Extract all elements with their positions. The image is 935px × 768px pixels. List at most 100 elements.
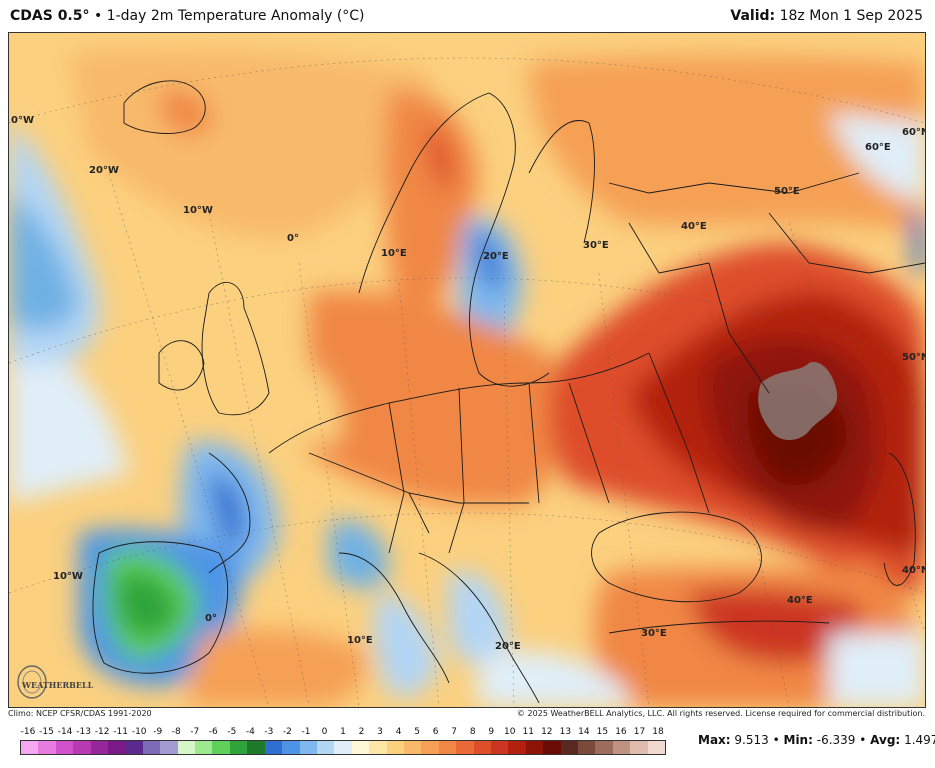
degree-sign: ° [82, 8, 90, 24]
colorbar-tick-label: -2 [282, 727, 292, 737]
colorbar: -16 -15 -14 -13 -12 -11 -10 -9 -8 -7 -6 -5 -4 -3 -2 -1 0… [20, 727, 666, 759]
colorbar-swatch [560, 741, 578, 754]
avg-label: Avg: [870, 733, 901, 747]
colorbar-tick-label: -11 [113, 727, 128, 737]
map-canvas: 0°W 20°W 10°W 0° 10°E 20°E 30°E 40°E 50°… [9, 33, 925, 707]
lat-label-50n: 50°N [902, 352, 925, 363]
valid-time: Valid: 18z Mon 1 Sep 2025 [730, 8, 923, 24]
colorbar-swatch [195, 741, 213, 754]
colorbar-tick-label: -8 [171, 727, 181, 737]
colorbar-swatch [108, 741, 126, 754]
lon-label-0w: 0°W [11, 115, 34, 126]
climo-note: Climo: NCEP CFSR/CDAS 1991-2020 [8, 709, 152, 718]
lon-label-20e-bottom: 20°E [495, 641, 521, 652]
colorbar-swatch [543, 741, 561, 754]
lon-label-50e: 50°E [774, 186, 800, 197]
anomaly-map[interactable]: 0°W 20°W 10°W 0° 10°E 20°E 30°E 40°E 50°… [8, 32, 926, 708]
colorbar-swatch [142, 741, 161, 754]
lon-label-30e: 30°E [583, 240, 609, 251]
colorbar-swatch [473, 741, 491, 754]
lon-label-10w-bottom: 10°W [53, 571, 83, 582]
colorbar-tick-label: 15 [596, 727, 609, 737]
lon-label-40e-bottom: 40°E [787, 595, 813, 606]
valid-time-value: 18z Mon 1 Sep 2025 [779, 8, 923, 24]
colorbar-tick-label: -3 [264, 727, 274, 737]
stats-sep-1: • [772, 733, 780, 747]
colorbar-swatch [334, 741, 352, 754]
colorbar-swatch [578, 741, 596, 754]
colorbar-swatch [386, 741, 404, 754]
colorbar-tick-label: -4 [245, 727, 255, 737]
borders [92, 80, 925, 704]
lon-label-0: 0° [287, 233, 299, 244]
colorbar-swatch [421, 741, 439, 754]
colorbar-tick-label: -1 [301, 727, 311, 737]
graticule [9, 57, 925, 707]
colorbar-swatch [316, 741, 335, 754]
lon-label-40e-top: 40°E [681, 221, 707, 232]
colorbar-tick-label: 10 [504, 727, 516, 737]
min-value: -6.339 [816, 733, 856, 747]
colorbar-swatch [369, 741, 387, 754]
colorbar-tick-label: -14 [57, 727, 73, 737]
colorbar-tick-label: 8 [469, 727, 476, 737]
colorbar-swatch [55, 741, 74, 754]
colorbar-swatch [351, 741, 370, 754]
colorbar-swatch [525, 741, 544, 754]
colorbar-tick-label: 16 [615, 727, 627, 737]
colorbar-tick-label: 17 [633, 727, 646, 737]
colorbar-swatch [490, 741, 509, 754]
colorbar-tick-label: -13 [76, 727, 91, 737]
colorbar-tick-label: -12 [94, 727, 110, 737]
colorbar-swatch [438, 741, 457, 754]
product-name: CDAS 0.5 [10, 8, 83, 24]
colorbar-swatch [21, 741, 39, 754]
colorbar-tick-labels: -16 -15 -14 -13 -12 -11 -10 -9 -8 -7 -6 -5 -4 -3 -2 -1 0… [20, 727, 666, 739]
colorbar-tick-label: 1 [340, 727, 346, 737]
colorbar-swatch [73, 741, 91, 754]
colorbar-swatch [264, 741, 283, 754]
colorbar-tick-label: 5 [414, 727, 420, 737]
colorbar-swatch [177, 741, 196, 754]
colorbar-tick-label: 11 [522, 727, 535, 737]
colorbar-swatch [90, 741, 109, 754]
avg-value: 1.497 [904, 733, 935, 747]
colorbar-tick-label: 14 [578, 727, 590, 737]
colorbar-tick-label: -7 [190, 727, 200, 737]
colorbar-tick-label: 2 [358, 727, 365, 737]
lon-label-10w: 10°W [183, 205, 213, 216]
colorbar-swatch [403, 741, 422, 754]
colorbar-swatch [299, 741, 317, 754]
title-bullet: • [93, 8, 103, 24]
colorbar-swatch [595, 741, 613, 754]
lon-label-10e: 10°E [381, 248, 407, 259]
colorbar-swatch [282, 741, 300, 754]
lat-label-40n: 40°N [902, 565, 925, 576]
lon-label-10e-bottom: 10°E [347, 635, 373, 646]
colorbar-swatch [612, 741, 631, 754]
lon-label-30e-bottom: 30°E [641, 628, 667, 639]
colorbar-swatch [647, 741, 666, 754]
map-description: 1-day 2m Temperature Anomaly (°C) [106, 8, 365, 24]
lat-label-60n: 60°N [902, 127, 925, 138]
colorbar-tick-label: 6 [432, 727, 439, 737]
min-label: Min: [783, 733, 813, 747]
grey-patch [758, 362, 838, 440]
stats-sep-2: • [859, 733, 867, 747]
colorbar-tick-label: 9 [488, 727, 495, 737]
lon-label-60e: 60°E [865, 142, 891, 153]
colorbar-swatch [508, 741, 526, 754]
colorbar-swatch [630, 741, 648, 754]
colorbar-swatch [456, 741, 474, 754]
weatherbell-logo-icon: WEATHERBELL [17, 665, 94, 699]
colorbar-tick-label: -6 [208, 727, 218, 737]
colorbar-swatch [125, 741, 143, 754]
colorbar-swatch [212, 741, 230, 754]
colorbar-tick-label: 4 [395, 727, 402, 737]
header: CDAS 0.5° • 1-day 2m Temperature Anomaly… [0, 0, 935, 32]
lon-label-20w: 20°W [89, 165, 119, 176]
colorbar-swatch [38, 741, 56, 754]
colorbar-tick-label: 13 [559, 727, 572, 737]
colorbar-tick-label: -15 [39, 727, 54, 737]
colorbar-swatch [229, 741, 248, 754]
